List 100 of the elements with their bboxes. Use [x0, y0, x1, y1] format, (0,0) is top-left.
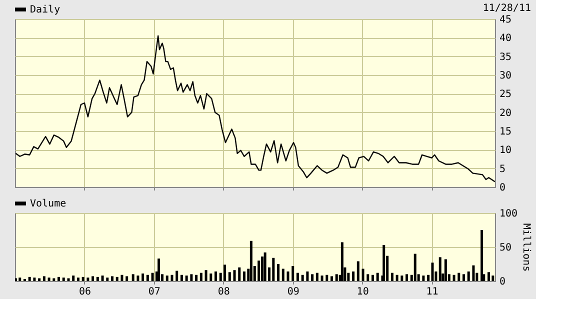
bar: [101, 276, 104, 281]
bar: [142, 274, 144, 281]
bar: [480, 230, 484, 281]
bar: [72, 276, 75, 281]
y-tick-label: 0: [500, 276, 506, 288]
bar: [204, 270, 208, 281]
bar: [272, 258, 275, 281]
y-tick-label: 40: [500, 33, 512, 44]
bar: [15, 278, 17, 281]
bar: [250, 240, 252, 281]
bar: [458, 272, 460, 281]
bar: [126, 276, 128, 281]
bar: [311, 274, 314, 281]
bar: [18, 278, 22, 281]
bar: [286, 271, 290, 281]
bar: [390, 272, 394, 281]
bar: [414, 254, 416, 281]
x-tick-label: 07: [148, 286, 160, 298]
x-tick-label: 08: [218, 286, 230, 298]
bar: [431, 262, 434, 281]
y-tick-label: 5: [500, 164, 506, 175]
bar: [214, 271, 218, 281]
bar: [376, 272, 379, 281]
bar: [492, 276, 494, 281]
y-tick-label: 0: [500, 182, 506, 194]
bar: [200, 272, 202, 281]
bar: [76, 278, 80, 281]
bar: [185, 276, 188, 281]
bar: [92, 276, 94, 281]
bar: [210, 274, 212, 281]
bar: [326, 274, 328, 281]
x-tick-label: 10: [356, 286, 369, 298]
bar: [406, 274, 408, 281]
bar: [146, 274, 149, 281]
bar: [306, 271, 309, 281]
bar: [38, 278, 41, 281]
bar: [422, 276, 425, 281]
bar: [86, 278, 90, 281]
y-axis-title: Millions: [520, 223, 532, 272]
bar: [33, 278, 36, 281]
bar: [151, 272, 154, 281]
bar: [444, 259, 447, 281]
bar: [282, 268, 284, 281]
bar: [96, 276, 99, 281]
bar: [190, 274, 193, 281]
bar: [62, 278, 65, 281]
bar: [58, 276, 60, 281]
y-tick-label: 20: [500, 108, 512, 119]
bar: [320, 276, 324, 281]
bar: [42, 276, 46, 281]
y-tick-label: 25: [500, 89, 512, 100]
bar: [261, 256, 264, 281]
line-series: [15, 35, 495, 182]
bar: [382, 244, 386, 281]
bar: [224, 264, 226, 281]
legend-label: Daily: [30, 4, 60, 16]
bar: [116, 276, 118, 281]
bar: [301, 274, 304, 281]
bar: [170, 274, 174, 281]
bar: [452, 274, 456, 281]
bar: [352, 271, 355, 281]
y-tick-label: 30: [500, 70, 512, 82]
bar: [176, 270, 178, 281]
bar: [371, 274, 374, 281]
bar: [180, 274, 183, 281]
bar: [67, 278, 70, 281]
bar: [396, 274, 398, 281]
y-tick-label: 35: [500, 52, 512, 63]
bar: [258, 260, 260, 281]
bar: [438, 257, 442, 281]
bar: [340, 242, 344, 281]
bar: [132, 274, 134, 281]
bar: [316, 272, 318, 281]
bar: [106, 278, 109, 281]
y-tick-label: 50: [500, 242, 512, 254]
bar: [462, 274, 465, 281]
bar: [264, 252, 266, 281]
bar: [52, 278, 56, 281]
bar: [82, 276, 84, 281]
x-tick-label: 09: [287, 286, 300, 298]
x-tick-label: 11: [426, 286, 438, 298]
bar: [296, 272, 299, 281]
bar: [335, 274, 338, 281]
bar: [136, 276, 140, 281]
bar: [330, 276, 334, 281]
bar: [488, 272, 490, 281]
bar: [111, 276, 114, 281]
bar: [238, 267, 241, 281]
bar: [195, 274, 198, 281]
bar: [166, 276, 168, 281]
bar: [472, 265, 475, 281]
bar: [228, 272, 231, 281]
bar: [28, 276, 31, 281]
y-tick-label: 15: [500, 126, 512, 138]
bar: [292, 266, 294, 281]
y-tick-label: 100: [500, 208, 518, 220]
bar: [356, 261, 360, 281]
bar: [362, 268, 364, 281]
bar: [467, 271, 470, 281]
bar: [400, 276, 404, 281]
